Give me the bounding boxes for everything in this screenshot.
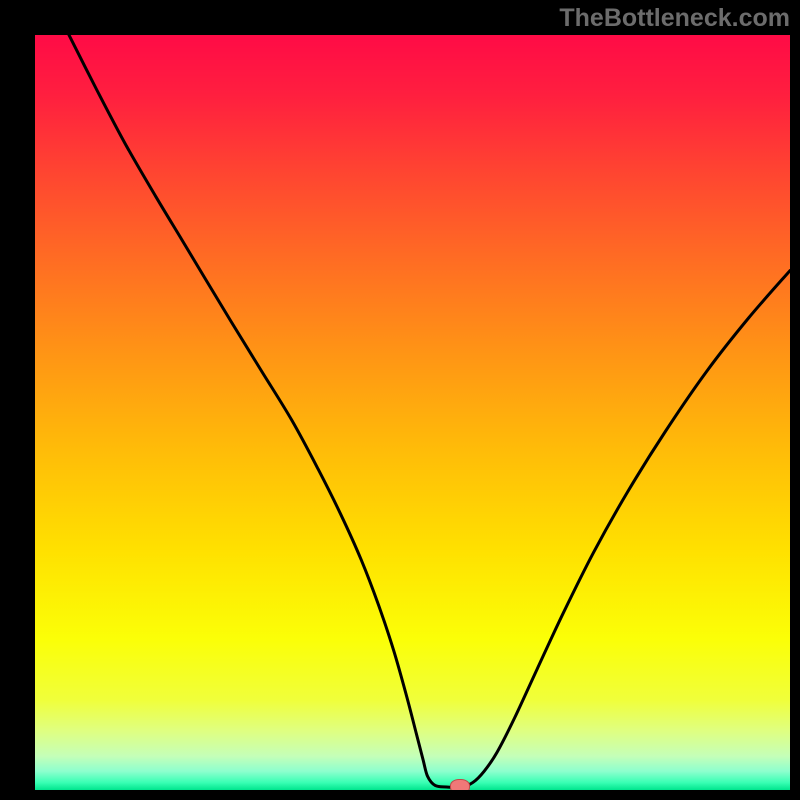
optimum-marker [450,779,470,790]
bottleneck-curve [35,35,790,790]
chart-frame: TheBottleneck.com [0,0,800,800]
plot-area [35,35,790,790]
watermark-text: TheBottleneck.com [559,4,790,33]
